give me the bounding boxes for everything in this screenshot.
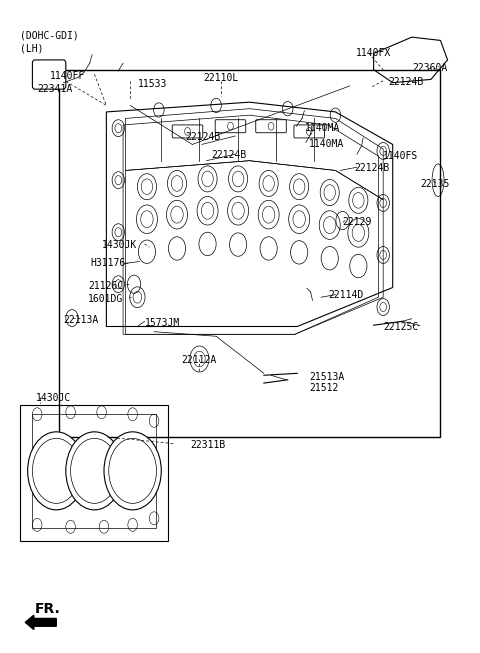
Text: 1140MA: 1140MA	[304, 123, 340, 133]
FancyBboxPatch shape	[59, 70, 441, 437]
FancyBboxPatch shape	[294, 125, 324, 138]
Text: FR.: FR.	[35, 602, 60, 616]
Text: 22110L: 22110L	[204, 73, 239, 83]
Text: 21512: 21512	[309, 383, 338, 393]
Text: 1140MA: 1140MA	[309, 140, 345, 150]
Text: 1140FX: 1140FX	[356, 48, 391, 57]
Circle shape	[104, 432, 161, 510]
Text: 1140FF: 1140FF	[49, 71, 85, 81]
Text: 22124B: 22124B	[211, 150, 247, 160]
Text: H31176: H31176	[90, 259, 125, 268]
Text: 22360A: 22360A	[412, 63, 447, 73]
Text: 22112A: 22112A	[182, 355, 217, 365]
Text: 22125C: 22125C	[384, 321, 419, 332]
FancyBboxPatch shape	[256, 119, 286, 133]
Text: 21513A: 21513A	[309, 372, 345, 381]
Text: 21126C: 21126C	[88, 281, 123, 291]
FancyArrow shape	[25, 615, 56, 629]
FancyBboxPatch shape	[172, 125, 203, 138]
Text: 22135: 22135	[420, 179, 450, 189]
Text: 1601DG: 1601DG	[88, 295, 123, 304]
Text: 22124B: 22124B	[388, 77, 423, 87]
Text: (DOHC-GDI)
(LH): (DOHC-GDI) (LH)	[21, 31, 79, 54]
Circle shape	[66, 432, 123, 510]
Text: 1430JK: 1430JK	[102, 240, 137, 250]
Text: 1140FS: 1140FS	[383, 151, 419, 161]
Text: 22129: 22129	[343, 217, 372, 227]
Text: 1573JM: 1573JM	[144, 317, 180, 328]
Circle shape	[28, 432, 85, 510]
Text: 22114D: 22114D	[328, 291, 363, 300]
Text: 11533: 11533	[137, 79, 167, 89]
Text: 1430JC: 1430JC	[36, 393, 71, 403]
Text: 22311B: 22311B	[190, 440, 225, 450]
Text: 22341A: 22341A	[37, 84, 72, 94]
Text: 22124B: 22124B	[355, 163, 390, 174]
Text: 22113A: 22113A	[63, 315, 99, 325]
Text: 22124B: 22124B	[185, 132, 220, 142]
FancyBboxPatch shape	[215, 119, 246, 133]
FancyBboxPatch shape	[33, 60, 66, 89]
